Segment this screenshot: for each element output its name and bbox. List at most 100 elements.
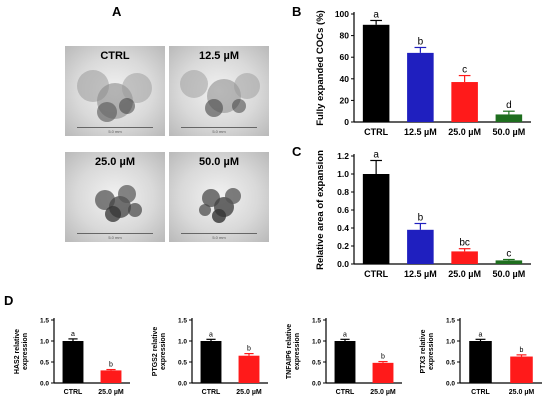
x-category-label: CTRL (364, 127, 388, 137)
x-category-label: CTRL (64, 389, 83, 396)
y-axis-label: TNFAIP6 relativeexpression (286, 324, 301, 379)
y-tick-label: 1.5 (312, 317, 321, 324)
significance-letter: b (247, 346, 251, 353)
significance-letter: a (209, 331, 213, 338)
x-category-label: 50.0 µM (493, 269, 526, 279)
y-tick-label: 0.0 (337, 259, 349, 269)
y-tick-label: 60 (340, 52, 350, 62)
x-category-label: 25.0 µM (448, 127, 481, 137)
x-category-label: 50.0 µM (493, 127, 526, 137)
chart-ptgs2-expression: 0.0 0.5 1.0 1.5 PTGS2 relativeexpression a CTR… (152, 317, 268, 396)
y-tick-label: 40 (340, 74, 350, 84)
y-tick-label: 0.0 (446, 380, 455, 387)
y-tick-label: 0.6 (337, 205, 349, 215)
significance-letter: a (373, 9, 379, 20)
chart-ptx3-expression: 0.0 0.5 1.0 1.5 PTX3 relativeexpression a CTRL… (420, 317, 542, 396)
y-tick-label: 1.5 (178, 317, 187, 324)
significance-letter: b (109, 362, 113, 369)
significance-letter: b (418, 213, 424, 224)
micrograph-50-0: 50.0 µM 5.0 mm (169, 152, 269, 242)
bar (407, 229, 434, 264)
y-tick-label: 1.5 (40, 317, 49, 324)
x-category-label: 25.0 µM (236, 389, 262, 396)
significance-letter: d (506, 100, 512, 111)
condition-label: CTRL (100, 50, 130, 62)
significance-letter: b (520, 347, 524, 354)
significance-letter: a (479, 331, 483, 338)
bar (200, 341, 222, 383)
micrograph-ctrl: CTRL 5.0 mm (65, 46, 165, 136)
bar (495, 114, 523, 122)
bar (362, 174, 390, 264)
x-category-label: CTRL (471, 389, 490, 396)
chart-relative-area-expansion: 0.0 0.2 0.4 0.6 0.8 1.0 1.2 Relative area of ex… (315, 150, 531, 279)
y-tick-label: 1.0 (178, 338, 187, 345)
significance-letter: c (506, 249, 511, 260)
condition-label: 50.0 µM (199, 156, 239, 168)
y-tick-label: 0.0 (40, 380, 49, 387)
cell-cluster-graphic (180, 70, 260, 117)
bar (372, 362, 394, 383)
y-tick-label: 1.2 (337, 151, 349, 161)
micrograph-25-0: 25.0 µM 5.0 mm (65, 152, 165, 242)
y-axis-label: PTX3 relativeexpression (420, 329, 435, 373)
condition-label: 25.0 µM (95, 156, 135, 168)
y-tick-label: 0.8 (337, 187, 349, 197)
y-tick-label: 0.5 (178, 359, 187, 366)
y-axis-label: HAS2 relativeexpression (14, 329, 29, 374)
scale-label: 5.0 mm (108, 129, 122, 134)
y-tick-label: 80 (340, 31, 350, 41)
x-category-label: 25.0 µM (448, 269, 481, 279)
x-category-label: CTRL (202, 389, 221, 396)
bar (62, 341, 84, 383)
x-category-label: 25.0 µM (370, 389, 396, 396)
y-tick-label: 100 (335, 9, 349, 19)
condition-label: 12.5 µM (199, 50, 239, 62)
y-tick-label: 1.0 (40, 338, 49, 345)
bar (510, 356, 533, 383)
x-category-label: CTRL (336, 389, 355, 396)
bar (451, 82, 478, 122)
bar (451, 251, 478, 264)
significance-letter: a (343, 331, 347, 338)
bar (469, 341, 492, 383)
bar (495, 260, 523, 264)
y-tick-label: 1.0 (446, 338, 455, 345)
bar (334, 341, 356, 383)
chart-has2-expression: 0.0 0.5 1.0 1.5 HAS2 relativeexpression a CTRL… (14, 317, 130, 396)
y-tick-label: 1.5 (446, 317, 455, 324)
y-tick-label: 0.2 (337, 241, 349, 251)
scale-label: 5.0 mm (108, 235, 122, 240)
bar (100, 370, 122, 383)
x-category-label: 25.0 µM (509, 389, 535, 396)
scale-bar (181, 233, 257, 234)
x-category-label: 12.5 µM (404, 269, 437, 279)
chart-fully-expanded-cocs: 0 20 40 60 80 100 Fully expanded COCs (%) a CTRL… (315, 9, 531, 137)
panel-letter-c: C (292, 144, 302, 159)
scale-label: 5.0 mm (212, 235, 226, 240)
panel-letter-a: A (112, 4, 122, 19)
scale-bar (77, 233, 153, 234)
cell-cluster-graphic (199, 188, 241, 223)
significance-letter: bc (459, 238, 470, 249)
y-tick-label: 0.0 (312, 380, 321, 387)
cell-cluster-graphic (77, 70, 152, 122)
significance-letter: b (418, 36, 424, 47)
chart-tnfaip6-expression: 0.0 0.5 1.0 1.5 TNFAIP6 relativeexpression a C… (286, 317, 402, 396)
panel-letter-d: D (4, 293, 14, 308)
y-tick-label: 1.0 (312, 338, 321, 345)
significance-letter: a (71, 331, 75, 338)
y-axis-label: Fully expanded COCs (%) (315, 10, 326, 126)
x-category-label: 25.0 µM (98, 389, 124, 396)
y-tick-label: 20 (340, 95, 350, 105)
bar (362, 24, 390, 122)
y-tick-label: 0 (344, 117, 349, 127)
y-tick-label: 0.0 (178, 380, 187, 387)
y-tick-label: 0.5 (312, 359, 321, 366)
bar (407, 52, 434, 122)
y-tick-label: 0.5 (40, 359, 49, 366)
bar (238, 355, 260, 383)
y-axis-label: Relative area of expansion (315, 150, 326, 270)
cell-cluster-graphic (95, 185, 142, 222)
scale-label: 5.0 mm (212, 129, 226, 134)
